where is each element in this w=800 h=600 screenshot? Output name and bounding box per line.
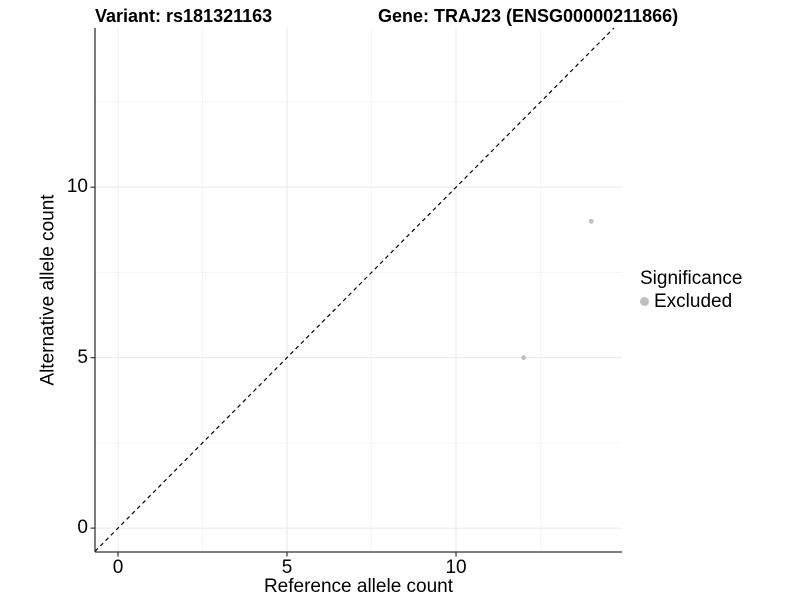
y-tick-label: 0	[77, 517, 88, 539]
data-point	[588, 218, 594, 224]
legend: Significance Excluded	[640, 268, 742, 312]
excluded-point-icon	[640, 296, 649, 306]
y-axis-title: Alternative allele count	[37, 194, 59, 386]
data-point	[521, 355, 527, 361]
legend-item-label: Excluded	[654, 290, 733, 312]
identity-reference-line	[94, 27, 615, 552]
x-tick-label: 0	[112, 557, 124, 578]
x-tick-label: 10	[445, 557, 467, 578]
legend-item-excluded: Excluded	[640, 290, 742, 312]
x-axis-title: Reference allele count	[263, 576, 454, 597]
x-tick-label: 5	[281, 557, 293, 578]
legend-title: Significance	[640, 268, 743, 289]
y-tick-label: 5	[77, 346, 88, 368]
variant-title: Variant: rs181321163	[95, 6, 273, 26]
gene-title: Gene: TRAJ23 (ENSG00000211866)	[378, 6, 679, 26]
y-tick-label: 10	[66, 176, 88, 198]
